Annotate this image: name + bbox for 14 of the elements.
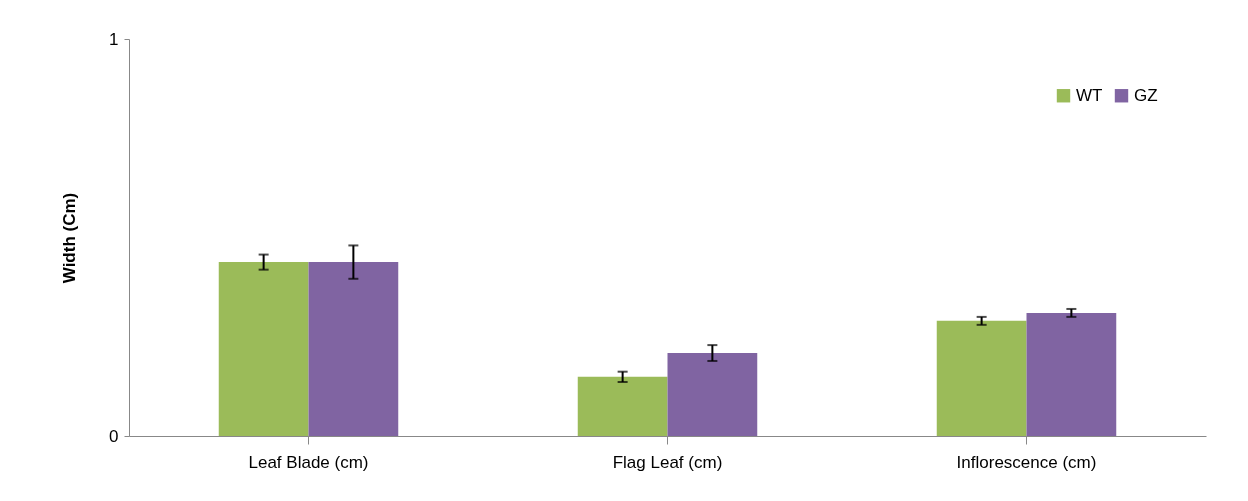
legend-label: WT — [1076, 85, 1103, 105]
bar — [577, 376, 668, 436]
bar — [667, 353, 758, 436]
y-axis-title: Width (Cm) — [60, 192, 80, 284]
bar — [936, 320, 1027, 436]
bar — [218, 262, 309, 436]
bar — [308, 262, 399, 436]
x-tick-label: Leaf Blade (cm) — [248, 452, 369, 472]
legend-label: GZ — [1134, 85, 1158, 105]
x-tick-label: Flag Leaf (cm) — [612, 452, 723, 472]
x-tick-label: Inflorescence (cm) — [956, 452, 1097, 472]
bar — [1026, 312, 1117, 436]
y-tick-label: 0 — [109, 426, 119, 446]
y-tick-label: 1 — [109, 29, 119, 49]
